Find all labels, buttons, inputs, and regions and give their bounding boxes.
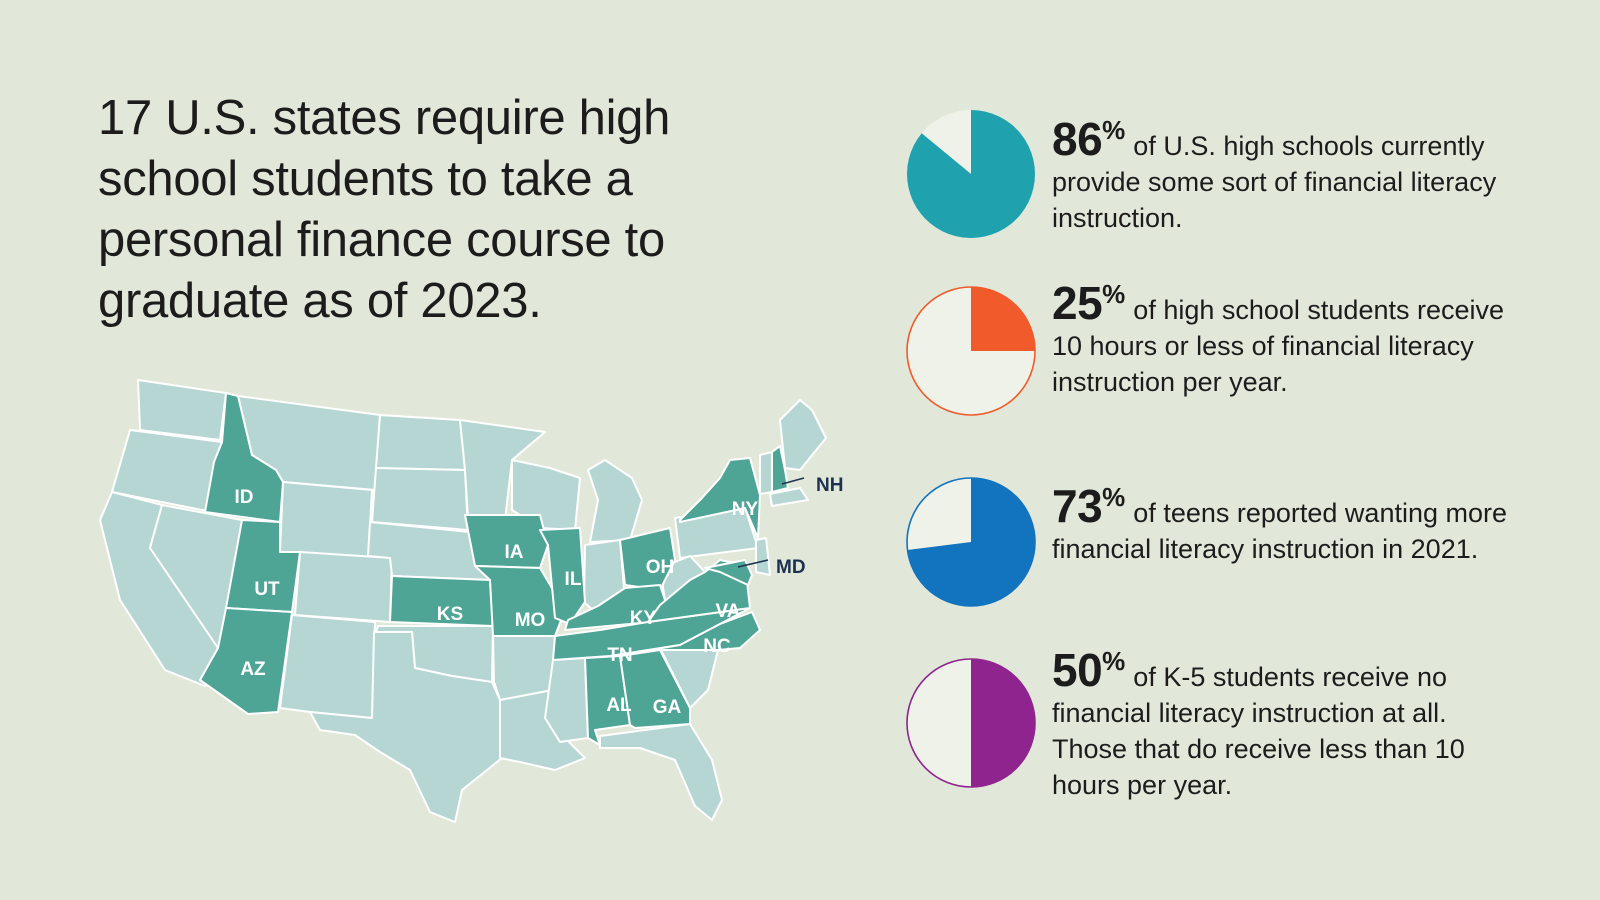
nh-callout-line	[781, 477, 805, 485]
state-ar	[492, 629, 556, 701]
state-az	[199, 607, 293, 715]
stat-4-text: 50%of K-5 students receive no financial …	[1052, 643, 1522, 803]
stat-4: 50%of K-5 students receive no financial …	[1052, 643, 1522, 803]
stat-2: 25%of high school students receive 10 ho…	[1052, 276, 1522, 400]
stat-3-description: of teens reported wanting more financial…	[1052, 498, 1508, 564]
label-oh: OH	[646, 557, 675, 578]
stat-2-text: 25%of high school students receive 10 ho…	[1052, 276, 1522, 400]
state-wa	[137, 379, 227, 441]
label-nc: NC	[703, 636, 731, 657]
pie-chart-stat-4	[906, 658, 1036, 788]
label-nh: NH	[816, 475, 843, 496]
state-sd	[371, 467, 469, 531]
stat-2-description: of high school students receive 10 hours…	[1052, 295, 1505, 397]
pie-2-slice	[971, 287, 1035, 351]
label-ga: GA	[653, 697, 682, 718]
label-ks: KS	[437, 604, 463, 625]
state-me	[779, 399, 827, 471]
label-id: ID	[235, 487, 254, 508]
stat-3-percent: 73	[1052, 480, 1103, 532]
pie-chart-stat-1	[906, 110, 1035, 238]
state-ky	[564, 584, 673, 631]
us-map-svg: ID UT AZ KS IA MO IL OH KY TN AL GA NC V…	[99, 379, 843, 823]
stat-1-description: of U.S. high schools currently provide s…	[1052, 131, 1497, 233]
label-az: AZ	[240, 659, 266, 680]
md-callout-line	[737, 559, 769, 568]
stat-3: 73%of teens reported wanting more financ…	[1052, 479, 1522, 567]
state-ms	[544, 657, 589, 743]
state-ma	[769, 487, 809, 507]
state-nj	[755, 537, 771, 576]
stat-1-percent-sign: %	[1102, 115, 1126, 145]
state-ia	[464, 514, 549, 569]
pie-4-slice	[971, 659, 1035, 787]
stat-4-percent: 50	[1052, 644, 1103, 696]
state-nd	[375, 414, 466, 471]
stat-2-percent-sign: %	[1102, 279, 1126, 309]
state-ny	[679, 457, 761, 539]
label-ia: IA	[505, 542, 524, 563]
state-nh	[771, 445, 789, 493]
stat-2-percent: 25	[1052, 277, 1103, 329]
label-tn: TN	[607, 645, 632, 666]
label-al: AL	[606, 695, 632, 716]
label-mo: MO	[515, 610, 546, 631]
state-mi	[587, 459, 643, 543]
stat-4-description: of K-5 students receive no financial lit…	[1052, 662, 1465, 800]
state-co	[294, 551, 393, 623]
pie-chart-stat-3	[906, 477, 1036, 607]
state-vt	[759, 451, 773, 495]
stat-3-percent-sign: %	[1102, 482, 1126, 512]
stat-1-text: 86%of U.S. high schools currently provid…	[1052, 112, 1522, 236]
state-oh	[619, 527, 676, 591]
label-md: MD	[776, 557, 806, 578]
stat-1: 86%of U.S. high schools currently provid…	[1052, 112, 1522, 236]
label-ny: NY	[732, 499, 759, 520]
label-il: IL	[565, 569, 582, 590]
us-map: ID UT AZ KS IA MO IL OH KY TN AL GA NC V…	[95, 375, 855, 850]
label-va: VA	[716, 601, 741, 622]
headline: 17 U.S. states require high school stude…	[98, 91, 671, 328]
state-tx	[309, 631, 503, 823]
stat-3-text: 73%of teens reported wanting more financ…	[1052, 479, 1522, 567]
state-fl	[599, 723, 723, 821]
state-nm	[279, 614, 376, 719]
label-ky: KY	[630, 608, 657, 629]
state-nc	[649, 611, 761, 651]
label-ut: UT	[254, 579, 280, 600]
stat-1-percent: 86	[1052, 113, 1103, 165]
pie-chart-stat-2	[906, 286, 1036, 416]
pie-3-slice	[907, 478, 1035, 606]
stat-4-percent-sign: %	[1102, 646, 1126, 676]
state-id	[204, 392, 284, 523]
state-wy	[279, 481, 373, 561]
pie-1-slice	[906, 110, 1035, 238]
